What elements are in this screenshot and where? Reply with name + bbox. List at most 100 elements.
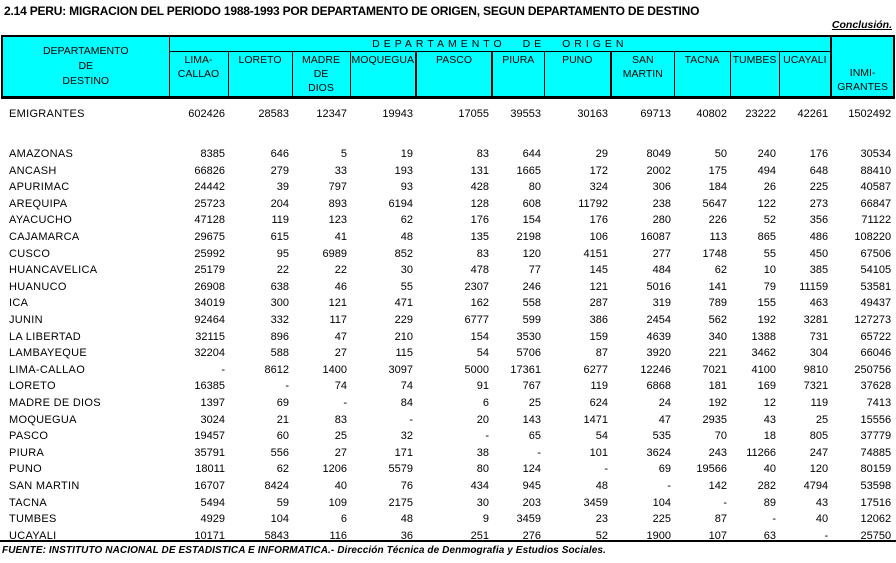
data-cell: 638 — [270, 280, 289, 293]
data-cell: 62 — [400, 214, 413, 227]
data-cell: 106 — [589, 231, 608, 244]
data-cell: 65722 — [860, 330, 892, 343]
data-cell: 304 — [809, 347, 829, 360]
data-cell: - — [667, 479, 671, 492]
data-cell: 3462 — [751, 347, 776, 360]
table-row: HUANUCO 26908 638 46 55 2307 246 121 5016 141 79 11… — [2, 280, 894, 297]
data-cell: 25750 — [860, 529, 892, 542]
data-cell: 37628 — [860, 380, 892, 393]
data-cell: 15556 — [860, 413, 892, 426]
data-cell: 92464 — [194, 314, 225, 327]
data-cell: 5494 — [200, 496, 225, 509]
data-cell: 77 — [528, 264, 541, 277]
data-cell: 55 — [400, 280, 413, 293]
data-cell: 40 — [334, 479, 347, 492]
data-cell: 246 — [522, 280, 541, 293]
data-cell: 131 — [470, 164, 489, 177]
data-cell: 276 — [522, 529, 541, 542]
continuation-note: Conclusión. — [831, 19, 892, 31]
data-cell: 1397 — [200, 397, 225, 409]
data-cell: 556 — [270, 446, 289, 459]
table-row: UCAYALI 10171 5843 116 36 251 276 52 1900 107 63 - 2… — [2, 529, 894, 546]
data-cell: 486 — [809, 231, 829, 244]
data-cell: 494 — [757, 164, 776, 177]
migration-table: DEPARTAMENTO DE DESTINO DEPARTAMENTO DE … — [1, 35, 896, 546]
row-label: HUANCAVELICA — [9, 264, 98, 277]
col-header-moquegua: MOQUEGUA — [349, 51, 417, 99]
data-cell: 184 — [708, 181, 727, 194]
data-cell: 169 — [757, 380, 776, 393]
data-cell: 646 — [270, 148, 289, 161]
data-cell: 588 — [270, 347, 289, 360]
data-cell: 62 — [276, 463, 289, 476]
data-cell: 33 — [334, 164, 347, 177]
data-cell: 30 — [400, 264, 413, 277]
table-row: TACNA 5494 59 109 2175 30 203 3459 104 - 89 43 17516 — [2, 496, 894, 513]
data-cell: 101 — [589, 446, 608, 459]
data-cell: 26908 — [194, 280, 225, 293]
data-cell: 121 — [589, 280, 608, 293]
row-label: LIMA-CALLAO — [9, 363, 86, 376]
data-cell: 30163 — [577, 107, 608, 120]
data-cell: 25723 — [194, 197, 225, 210]
data-cell: 602426 — [188, 107, 225, 120]
data-cell: 29 — [595, 148, 608, 161]
data-cell: 50 — [714, 148, 727, 161]
data-cell: 277 — [652, 247, 671, 260]
table-row: APURIMAC 24442 39 797 93 428 80 324 306 184 26 225 4… — [2, 181, 894, 198]
data-cell: 225 — [809, 181, 829, 194]
data-cell: 3624 — [646, 446, 671, 459]
data-cell: 6 — [340, 513, 347, 526]
data-cell: 83 — [334, 413, 347, 426]
data-cell: 229 — [394, 314, 413, 327]
data-cell: 30 — [476, 496, 489, 509]
data-cell: 5 — [340, 148, 347, 161]
data-cell: 32115 — [195, 330, 225, 343]
data-cell: 3459 — [583, 496, 608, 509]
data-cell: 4151 — [583, 247, 608, 260]
table-row: EMIGRANTES 602426 28583 12347 19943 17055 3955… — [2, 98, 894, 124]
data-cell: 32204 — [194, 347, 225, 360]
col-header-loreto: LORETO — [227, 51, 293, 99]
data-cell: 471 — [394, 297, 413, 310]
data-cell: 37779 — [860, 430, 892, 443]
data-cell: 22 — [334, 264, 347, 277]
data-cell: 27 — [334, 347, 347, 360]
data-cell: 52 — [595, 529, 608, 542]
data-cell: 238 — [652, 197, 671, 210]
data-cell: 6868 — [646, 380, 671, 393]
data-cell: 119 — [590, 380, 608, 393]
footer-rule: FUENTE: INSTITUTO NACIONAL DE ESTADISTIC… — [0, 540, 896, 556]
col-header-pasco: PASCO — [415, 51, 493, 99]
data-cell: 608 — [522, 197, 541, 210]
data-cell: 121 — [328, 297, 347, 310]
row-label: CAJAMARCA — [9, 231, 80, 244]
data-cell: 6194 — [388, 197, 413, 210]
data-cell: 117 — [329, 314, 347, 327]
data-cell: 25 — [815, 413, 829, 426]
data-cell: 60 — [276, 430, 289, 443]
data-cell: 107 — [708, 529, 727, 542]
data-cell: 25 — [334, 430, 347, 443]
row-label: APURIMAC — [9, 181, 70, 194]
data-cell: 43 — [815, 496, 829, 509]
table-row: AREQUIPA 25723 204 893 6194 128 608 11792 238 564… — [2, 197, 894, 214]
data-cell: 193 — [394, 164, 413, 177]
table-body: EMIGRANTES 602426 28583 12347 19943 17055 3955… — [2, 98, 894, 546]
spacer-row — [2, 124, 894, 148]
data-cell: 54 — [476, 347, 489, 360]
data-cell: 119 — [271, 214, 289, 227]
data-cell: 48 — [400, 231, 413, 244]
data-cell: 47128 — [194, 214, 225, 227]
data-cell: 176 — [589, 214, 608, 227]
table-row: PASCO 19457 60 25 32 - 65 54 535 70 18 805 37779 — [2, 430, 894, 447]
row-label: TACNA — [9, 496, 47, 509]
data-cell: 181 — [708, 380, 727, 393]
data-cell: 805 — [809, 430, 829, 443]
col-header-origin-group: DEPARTAMENTO DE ORIGEN — [168, 35, 832, 52]
row-label: PASCO — [9, 430, 49, 443]
data-cell: 1471 — [583, 413, 608, 426]
data-cell: 16707 — [194, 479, 225, 492]
data-cell: 478 — [470, 264, 489, 277]
data-cell: 1900 — [646, 529, 671, 542]
